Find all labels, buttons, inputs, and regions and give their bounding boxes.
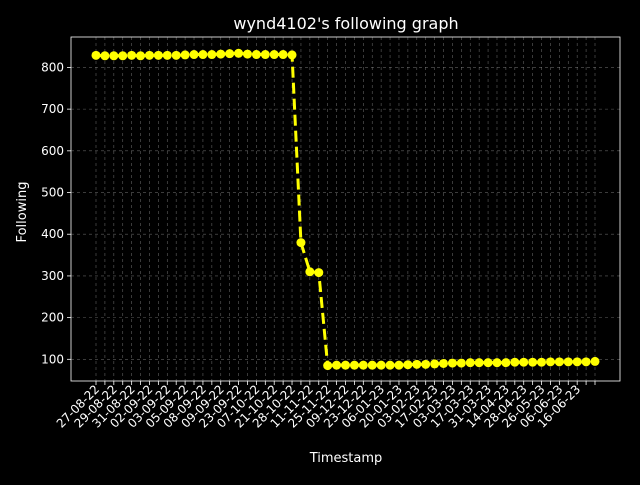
data-point [421,359,431,369]
x-axis-label: Timestamp [309,451,383,466]
y-tick-label: 100 [41,352,64,366]
y-tick-label: 800 [41,60,64,74]
data-point [136,51,146,61]
grid-layer [71,37,620,381]
data-point [269,50,279,60]
data-point [349,360,359,370]
data-point [305,267,315,277]
data-point [118,51,128,61]
y-tick-label: 300 [41,269,64,283]
data-point [278,50,288,60]
data-point [474,358,484,368]
data-point [554,357,564,367]
data-point [180,50,190,60]
data-point [519,357,529,367]
data-point [296,238,306,248]
data-point [385,360,395,370]
data-point [162,50,172,60]
y-tick-label: 600 [41,144,64,158]
data-point [590,356,600,366]
data-point [465,358,475,368]
data-point [483,358,493,368]
data-point [207,50,217,60]
data-point [242,49,252,59]
data-point [358,360,368,370]
data-point [251,50,261,60]
y-tick-label: 200 [41,311,64,325]
data-point [260,50,270,60]
data-point [225,49,235,59]
data-point [341,360,350,370]
chart-title: wynd4102's following graph [233,14,458,33]
data-point [144,50,154,60]
data-point [572,357,582,367]
data-point [528,357,538,367]
data-point [171,50,181,60]
data-point [332,360,342,370]
data-point [545,357,555,367]
data-point [91,50,101,60]
data-point [189,50,199,60]
data-point [537,357,547,367]
data-point [323,361,333,371]
data-point [510,357,520,367]
data-point [581,357,591,367]
y-tick-label: 700 [41,102,64,116]
data-point [563,357,573,367]
y-axis-label: Following [15,182,30,243]
y-tick-label: 500 [41,186,64,200]
data-point [501,358,511,368]
data-point [109,51,119,61]
data-point [376,360,386,370]
data-point [153,50,163,60]
data-point [287,50,297,60]
data-point [492,358,502,368]
data-point [447,358,457,368]
data-point [439,358,449,368]
marker-layer [91,48,600,371]
data-point [367,360,377,370]
data-point [127,50,137,60]
data-point [430,359,440,369]
data-point [216,49,226,59]
data-point [412,359,422,369]
data-point [394,360,404,370]
data-point [100,51,110,61]
data-point [403,360,413,370]
data-point [234,48,244,58]
y-tick-label: 400 [41,227,64,241]
data-point [198,50,208,60]
data-point [456,358,466,368]
data-point [314,268,324,278]
